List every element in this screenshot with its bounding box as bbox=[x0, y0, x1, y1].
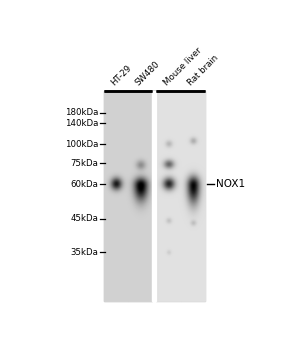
Text: NOX1: NOX1 bbox=[216, 179, 245, 189]
Text: 75kDa: 75kDa bbox=[71, 159, 98, 168]
Text: 60kDa: 60kDa bbox=[71, 180, 98, 189]
Text: 140kDa: 140kDa bbox=[65, 119, 98, 128]
Text: 100kDa: 100kDa bbox=[65, 140, 98, 149]
Bar bbox=[152, 91, 156, 301]
Bar bbox=[156, 91, 181, 301]
Bar bbox=[156, 91, 205, 301]
Bar bbox=[104, 91, 152, 301]
Text: 45kDa: 45kDa bbox=[71, 214, 98, 223]
Text: Rat brain: Rat brain bbox=[187, 53, 221, 87]
Text: 180kDa: 180kDa bbox=[65, 108, 98, 117]
Text: HT-29: HT-29 bbox=[110, 63, 133, 87]
Text: 35kDa: 35kDa bbox=[71, 248, 98, 257]
Bar bbox=[181, 91, 205, 301]
Text: SW480: SW480 bbox=[134, 60, 162, 87]
Bar bbox=[104, 91, 128, 301]
Bar bbox=[128, 91, 152, 301]
Text: Mouse liver: Mouse liver bbox=[162, 46, 203, 87]
